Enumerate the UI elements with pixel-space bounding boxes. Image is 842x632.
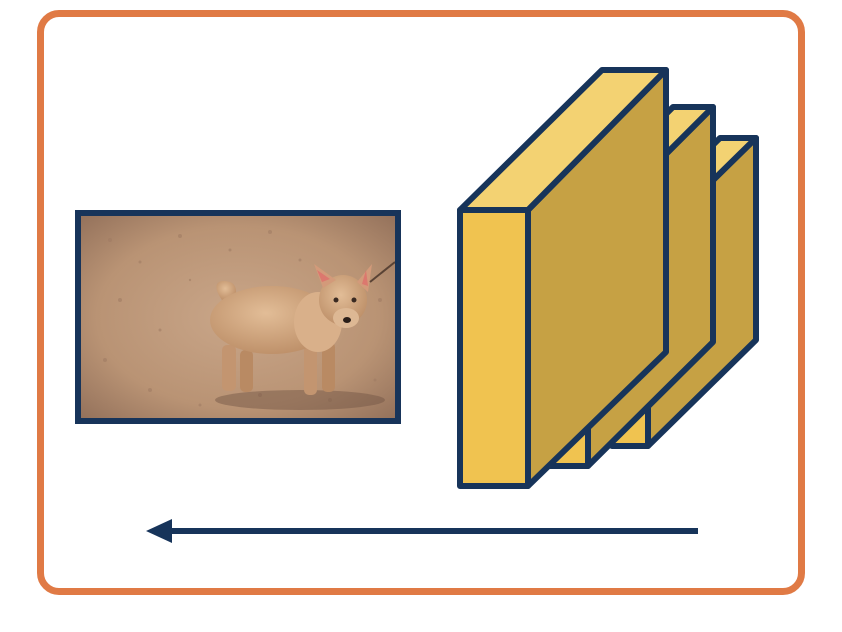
left-arrow bbox=[146, 519, 698, 543]
photo-border bbox=[75, 210, 401, 424]
feature-map-stack bbox=[457, 67, 759, 489]
arrow-head bbox=[146, 519, 172, 543]
feature-block-1 bbox=[457, 67, 669, 489]
leash bbox=[369, 261, 395, 283]
ground-texture bbox=[103, 230, 382, 407]
dog-shadow bbox=[215, 390, 385, 410]
dog bbox=[210, 264, 372, 395]
dog-photo bbox=[75, 210, 401, 424]
